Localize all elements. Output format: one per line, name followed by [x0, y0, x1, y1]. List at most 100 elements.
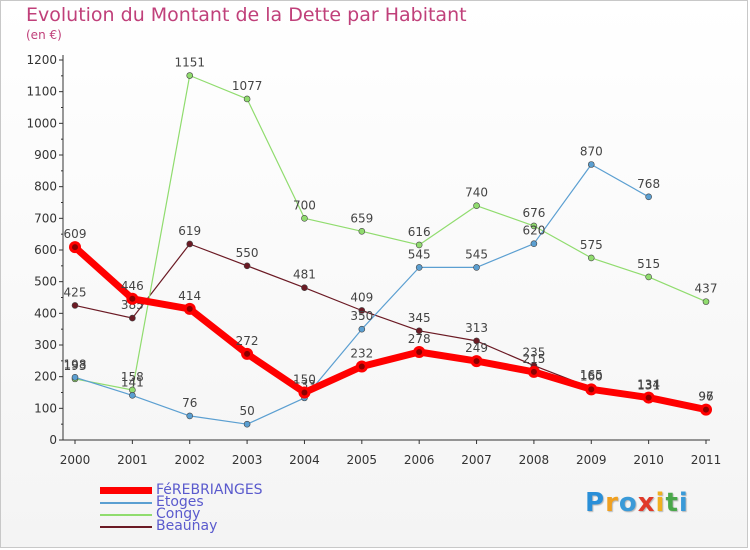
logo-letter: i [678, 488, 689, 518]
data-label: 1077 [232, 79, 263, 93]
data-point-center [72, 244, 78, 251]
x-tick-label: 2008 [519, 453, 550, 467]
proxiti-logo: Proxiti [585, 488, 689, 518]
data-label: 620 [522, 224, 545, 238]
logo-letter: o [618, 488, 638, 518]
data-point [301, 284, 308, 291]
data-point [243, 420, 251, 428]
data-label: 96 [698, 390, 713, 404]
data-label: 550 [236, 246, 259, 260]
data-point [473, 264, 480, 271]
series-line [74, 243, 707, 410]
data-label: 160 [580, 369, 603, 383]
data-label: 575 [580, 238, 603, 252]
data-label: 313 [465, 321, 488, 335]
data-point-center [588, 386, 595, 393]
data-label: 76 [182, 396, 197, 410]
data-point [129, 314, 136, 322]
y-tick-label: 1200 [26, 53, 57, 67]
data-point [415, 327, 423, 335]
data-point [702, 298, 710, 305]
data-label: 619 [178, 224, 201, 238]
x-tick-label: 2009 [576, 453, 607, 467]
data-point [243, 262, 251, 270]
legend-swatch [100, 487, 152, 494]
data-label: 700 [293, 198, 316, 212]
data-point-center [358, 363, 365, 370]
logo-letter: x [637, 488, 656, 518]
data-point [530, 222, 538, 230]
chart-subtitle: (en €) [26, 28, 62, 42]
data-label: 50 [239, 404, 254, 418]
legend-label: Beaunay [156, 518, 218, 534]
logo-letter: t [665, 488, 679, 518]
data-label: 232 [350, 347, 373, 361]
data-point [645, 273, 652, 281]
y-tick-label: 600 [34, 243, 57, 257]
series-line [71, 243, 710, 414]
y-tick-label: 300 [34, 338, 57, 352]
data-label: 616 [408, 225, 431, 239]
data-point-center [186, 305, 193, 312]
legend-label: Congy [156, 506, 201, 522]
data-label: 198 [64, 357, 87, 371]
y-tick-label: 1000 [26, 116, 57, 130]
y-tick-label: 700 [34, 211, 57, 225]
data-point-center [530, 368, 537, 375]
logo-letter: i [655, 488, 666, 518]
data-label: 659 [350, 211, 373, 225]
legend-swatch [100, 502, 152, 504]
legend-swatch [100, 526, 152, 528]
data-label: 425 [64, 285, 87, 299]
data-label: 676 [522, 206, 545, 220]
data-label: 158 [121, 370, 144, 384]
data-point [645, 193, 652, 201]
data-label: 345 [408, 311, 431, 325]
data-point [530, 240, 538, 247]
data-point [186, 412, 194, 420]
data-point [301, 215, 308, 222]
x-tick-label: 2000 [60, 453, 91, 467]
data-point-center [473, 358, 480, 365]
data-label: 193 [64, 359, 87, 373]
y-tick-label: 500 [34, 275, 57, 289]
data-point [186, 72, 194, 79]
y-tick-label: 400 [34, 306, 57, 320]
data-label: 740 [465, 186, 488, 200]
data-point [358, 307, 366, 314]
legend-label: FéREBRIANGES [156, 482, 263, 498]
data-point-center [244, 350, 251, 357]
data-label: 165 [580, 368, 603, 382]
data-point-center [129, 295, 136, 302]
y-tick-label: 1100 [26, 85, 57, 99]
data-point [243, 95, 251, 103]
legend-swatch [100, 514, 152, 516]
data-label: 515 [637, 257, 660, 271]
data-label: 446 [121, 279, 144, 293]
x-tick-label: 2005 [347, 453, 378, 467]
data-label: 350 [350, 309, 373, 323]
data-label: 134 [637, 378, 660, 392]
x-tick-label: 2007 [461, 453, 492, 467]
data-label: 414 [178, 289, 201, 303]
data-point [71, 302, 79, 309]
data-point [186, 240, 194, 248]
data-point [415, 264, 423, 271]
data-label: 150 [293, 373, 316, 387]
logo-letter: P [585, 488, 606, 518]
data-point [473, 202, 480, 209]
data-label: 768 [637, 177, 660, 191]
y-tick-label: 200 [34, 370, 57, 384]
legend-label: Etoges [156, 494, 204, 510]
data-label: 1151 [174, 56, 205, 70]
data-point [587, 161, 595, 168]
data-label: 437 [695, 282, 718, 296]
data-label: 131 [637, 379, 660, 393]
data-label: 609 [64, 227, 87, 241]
x-tick-label: 2004 [289, 453, 320, 467]
data-point-center [703, 406, 709, 413]
data-label: 215 [522, 352, 545, 366]
y-tick-label: 0 [49, 433, 57, 447]
